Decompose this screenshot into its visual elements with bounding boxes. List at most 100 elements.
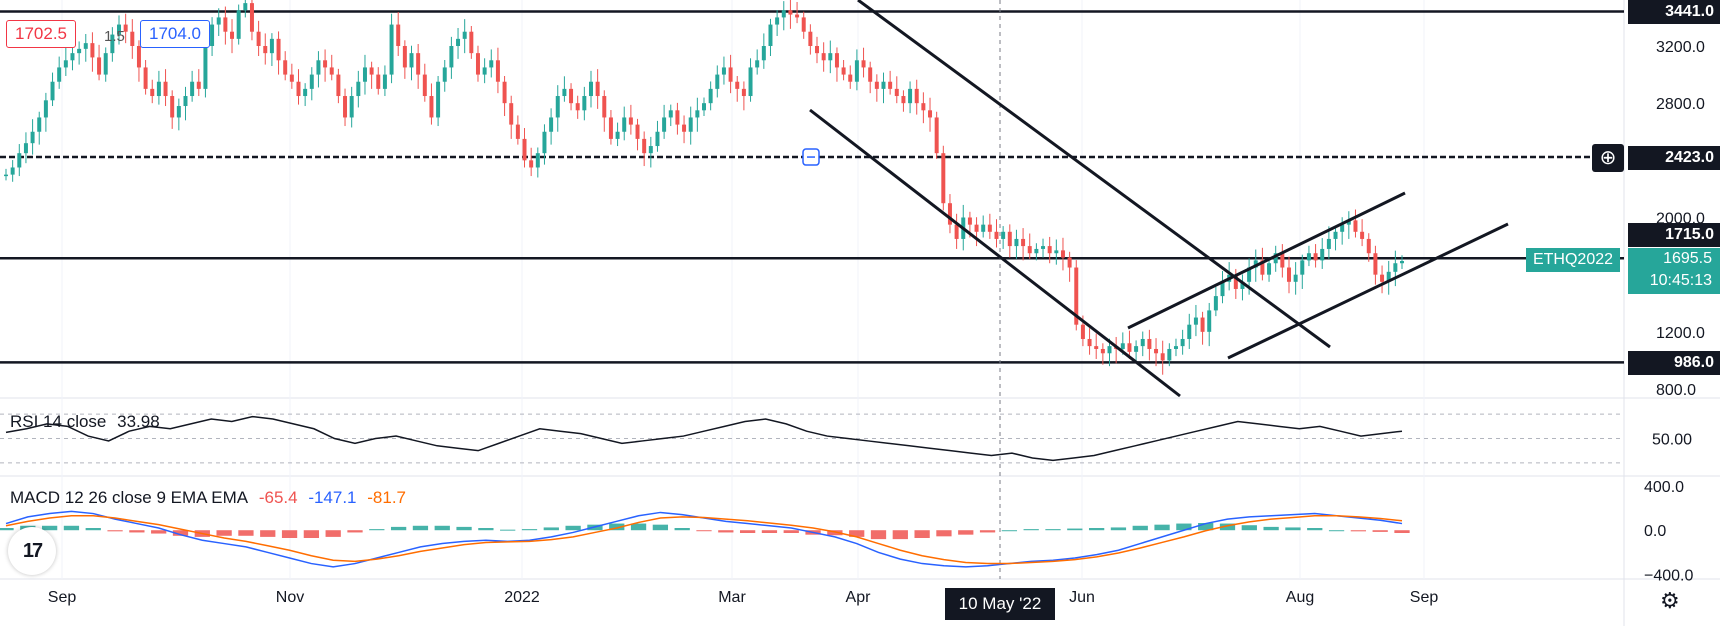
macd-hist-bar (652, 524, 669, 531)
candle-body (1207, 310, 1212, 332)
candle-body (1001, 231, 1006, 239)
tradingview-logo-icon[interactable]: 17 (8, 527, 56, 575)
gear-icon[interactable]: ⚙ (1660, 588, 1680, 613)
candle-body (369, 67, 374, 75)
candle-body (376, 74, 381, 89)
candle-body (163, 81, 168, 97)
candle-body (4, 174, 8, 177)
candle-body (768, 24, 773, 46)
level-tag-986: 986.0 (1628, 351, 1720, 375)
macd-hist-bar (543, 527, 559, 531)
candle-body (190, 81, 195, 97)
candle-body (775, 17, 780, 25)
candle-body (1346, 220, 1351, 225)
candle-body (1393, 263, 1398, 272)
candle-body (662, 117, 667, 132)
candle-body (608, 117, 613, 139)
trendline-asc-lower (1227, 222, 1509, 360)
candle-body (695, 110, 700, 118)
macd-hist-bar (674, 528, 690, 531)
rsi-value: 33.98 (117, 412, 160, 431)
candle-body (1313, 253, 1318, 261)
candle-body (1247, 267, 1252, 282)
candle-body (63, 60, 68, 68)
macd-hist-bar (303, 530, 320, 538)
candle-body (1154, 348, 1159, 354)
macd-hist-bar (739, 530, 756, 533)
candle-body (854, 60, 859, 82)
candle-body (97, 57, 102, 75)
candle-body (715, 74, 720, 89)
candle-body (1273, 253, 1278, 264)
macd-hist-bar (718, 530, 734, 533)
candle-body (728, 67, 733, 82)
macd-hist-bar (1350, 530, 1367, 532)
candle-body (815, 46, 820, 54)
candle-body (1320, 248, 1325, 261)
candle-body (1300, 260, 1305, 275)
trendline-desc-upper (857, 0, 1331, 349)
candle-body (688, 117, 693, 132)
macd-hist-bar (1132, 525, 1148, 531)
macd-hist-bar (260, 530, 276, 537)
candle-body (928, 110, 933, 118)
candle-body (183, 96, 188, 107)
candle-body (642, 138, 647, 154)
candle-body (103, 53, 108, 75)
candle-body (1167, 348, 1172, 361)
ask-price-box[interactable]: 1704.0 (140, 20, 210, 48)
candle-body (1160, 353, 1165, 361)
macd-hist-bar (521, 529, 538, 531)
candle-body (1360, 231, 1365, 239)
rsi-tick-label: 50.00 (1652, 432, 1692, 449)
macd-hist-bar (761, 530, 778, 533)
macd-hist-bar (1110, 527, 1127, 531)
bid-price-box[interactable]: 1702.5 (6, 20, 76, 48)
candle-body (449, 46, 454, 68)
macd-hist-bar (478, 528, 494, 531)
candle-body (1047, 246, 1052, 254)
macd-hist-bar (827, 530, 843, 536)
candle-body (682, 124, 687, 132)
time-axis-label: Apr (846, 589, 872, 606)
candle-body (914, 88, 919, 104)
candle-body (323, 60, 328, 68)
rsi-legend[interactable]: RSI 14 close 33.98 (10, 412, 166, 432)
candle-body (848, 74, 853, 82)
candle-body (83, 43, 88, 49)
candle-body (416, 53, 421, 75)
candle-body (615, 131, 620, 139)
candle-body (974, 224, 979, 232)
candle-body (1127, 343, 1132, 352)
last-price-tag: 1695.5 10:45:13 (1628, 248, 1720, 294)
macd-hist-bar (1067, 528, 1083, 531)
macd-hist-bar (783, 530, 799, 533)
candle-body (702, 103, 706, 111)
candle-body (735, 81, 740, 89)
candle-body (1107, 346, 1112, 354)
price-tick-label: 1200.0 (1656, 325, 1705, 342)
candle-body (1200, 317, 1205, 332)
macd-legend[interactable]: MACD 12 26 close 9 EMA EMA -65.4 -147.1 … (10, 488, 412, 508)
candle-body (1041, 246, 1046, 249)
macd-hist-bar (1307, 528, 1323, 531)
candle-body (402, 46, 407, 68)
macd-hist-bar (216, 530, 232, 536)
macd-hist-bar (85, 528, 101, 531)
candle-body (502, 81, 507, 104)
macd-hist-bar (347, 530, 363, 533)
macd-hist-bar (63, 525, 80, 531)
add-alert-button[interactable]: ⊕ (1592, 144, 1624, 172)
macd-hist-bar (0, 528, 14, 531)
macd-label: MACD 12 26 close 9 EMA EMA (10, 488, 249, 507)
candle-body (396, 24, 401, 46)
candle-body (1067, 257, 1072, 268)
candle-body (622, 117, 627, 132)
rsi-line (5, 415, 1403, 462)
candle-body (1187, 324, 1192, 339)
candle-body (1373, 253, 1378, 275)
macd-hist-value: -65.4 (258, 488, 298, 507)
candle-body (136, 46, 141, 68)
